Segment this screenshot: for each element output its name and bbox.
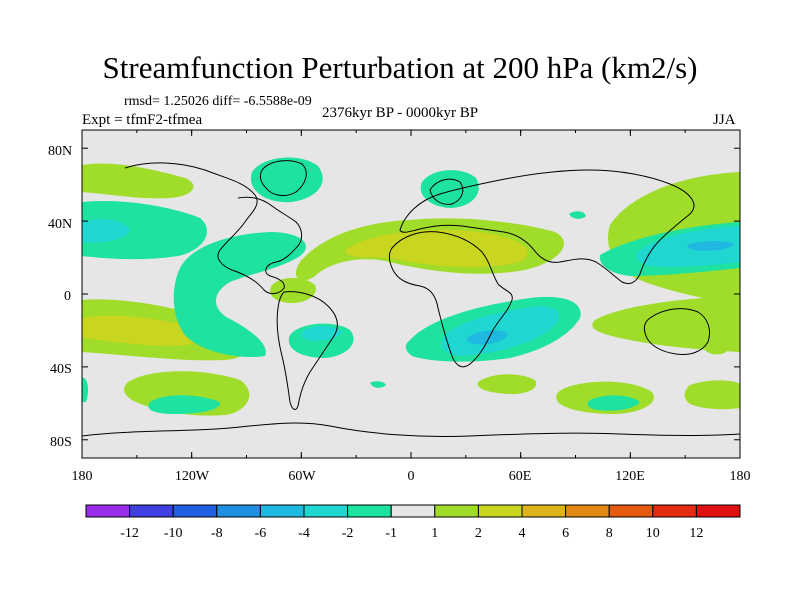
colorbar-label: -12	[120, 526, 139, 541]
colorbar-label: -2	[342, 526, 354, 541]
colorbar-swatch	[434, 504, 479, 518]
australia-coastline	[643, 308, 711, 355]
africa-coastline	[389, 231, 513, 368]
africa-indian-blue-core	[467, 330, 508, 345]
south-america-cyan-core	[301, 326, 342, 341]
colorbar-swatch	[259, 504, 305, 518]
stats-label: rmsd= 1.25026 diff= -6.5588e-09	[124, 94, 312, 109]
experiment-label: Expt = tfmF2-tfmea	[82, 112, 203, 128]
colorbar-label: -8	[211, 526, 223, 541]
colorbar-label: 6	[562, 526, 569, 541]
colorbar-label: -10	[164, 526, 183, 541]
colorbar-swatch	[608, 504, 654, 518]
southern-ocean-negative-indian	[587, 395, 640, 411]
coastlines	[82, 160, 740, 438]
southern-ocean-negative-west	[148, 395, 221, 414]
colorbar-label: 8	[606, 526, 613, 541]
lon-label-180e: 180	[730, 469, 751, 484]
small-antarctic-patch	[705, 343, 728, 355]
australia-east-pacific-band	[592, 296, 740, 352]
colorbar-swatch	[477, 504, 523, 518]
lat-label-40s: 40S	[50, 362, 72, 377]
north-america-coastline	[124, 162, 303, 295]
colorbar-label: -4	[298, 526, 310, 541]
scandinavia-negative	[420, 170, 479, 208]
south-atlantic-small-negative	[370, 381, 386, 388]
north-pacific-cyan-core	[82, 219, 130, 243]
season-label: JJA	[713, 112, 736, 128]
antarctica-coastline	[82, 422, 740, 438]
colorbar-label: -1	[385, 526, 397, 541]
north-pacific-west-band	[82, 163, 194, 199]
colorbar-label: -6	[255, 526, 267, 541]
lat-label-80s: 80S	[50, 435, 72, 450]
colorbar-swatch	[216, 504, 261, 518]
colorbar-label: 12	[689, 526, 703, 541]
colorbar-swatch	[303, 504, 349, 518]
colorbar-label: 1	[431, 526, 438, 541]
colorbar-swatch	[85, 504, 131, 518]
colorbar-swatch	[129, 504, 174, 518]
greenland-coastline	[259, 160, 307, 196]
lon-label-120w: 120W	[175, 469, 210, 484]
period-label: 2376kyr BP - 0000kyr BP	[321, 105, 479, 121]
caribbean-patch	[270, 277, 316, 304]
colorbar-label: 10	[646, 526, 660, 541]
lat-label-40n: 40N	[48, 217, 72, 232]
lon-label-60e: 60E	[509, 469, 532, 484]
colorbar-swatch	[390, 504, 436, 518]
subtropical-africa-core	[345, 229, 528, 268]
lon-label-60w: 60W	[288, 469, 316, 484]
south-pacific-core	[82, 315, 204, 346]
southern-ocean-patch-atlantic	[477, 374, 537, 394]
colorbar-swatch	[695, 504, 741, 518]
north-pacific-negative-band	[82, 200, 207, 260]
east-pacific-southern-negative	[82, 377, 89, 402]
map-title: Streamfunction Perturbation at 200 hPa (…	[102, 50, 698, 85]
contour-field	[82, 130, 740, 458]
lat-label-eq: 0	[64, 289, 71, 304]
deep-negative-cores	[467, 241, 735, 345]
south-america-coastline	[276, 291, 338, 410]
lon-label-120e: 120E	[615, 469, 645, 484]
lon-label-180w: 180	[72, 469, 93, 484]
eurasia-coastline	[399, 169, 695, 285]
colorbar-label: 4	[519, 526, 526, 541]
axis-ticks	[81, 130, 741, 458]
colorbar-label: 2	[475, 526, 482, 541]
colorbar-swatch	[347, 504, 392, 518]
lat-label-80n: 80N	[48, 144, 72, 159]
colorbar-swatch	[652, 504, 697, 518]
west-pacific-blue-core	[687, 241, 735, 251]
southern-ocean-patch-east	[684, 380, 740, 410]
strong-positive-cores	[82, 229, 528, 346]
lon-label-0: 0	[408, 469, 415, 484]
small-mediterranean-negative	[569, 211, 586, 219]
colorbar-swatch	[565, 504, 610, 518]
colorbar: -12 -10 -8 -6 -4 -2 -1 1 2 4 6 8 10 12	[85, 504, 741, 541]
colorbar-swatch	[521, 504, 567, 518]
colorbar-swatch	[172, 504, 218, 518]
scandinavia-coastline	[429, 178, 464, 205]
